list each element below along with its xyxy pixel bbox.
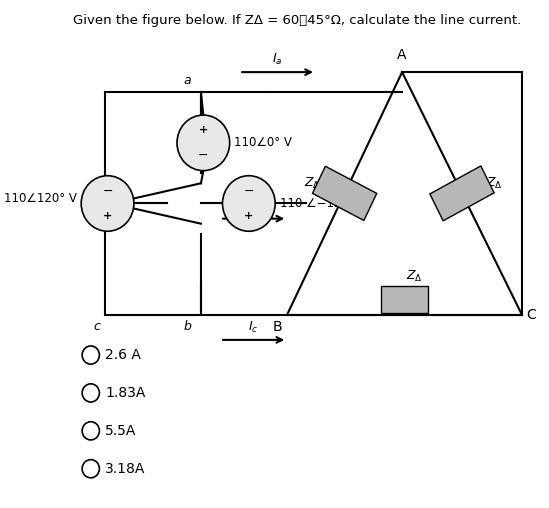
Text: 110 ∠−120° V: 110 ∠−120° V: [280, 197, 367, 210]
Text: $Z_\Delta$: $Z_\Delta$: [304, 176, 321, 191]
Text: 110∠0° V: 110∠0° V: [234, 136, 292, 149]
Text: b: b: [183, 320, 192, 333]
Text: 3.18A: 3.18A: [105, 462, 145, 475]
Text: $I_c$: $I_c$: [249, 320, 259, 335]
Text: c: c: [93, 320, 100, 333]
Text: B: B: [273, 320, 282, 334]
Bar: [380, 285, 428, 313]
Text: a: a: [184, 74, 192, 87]
Text: A: A: [397, 48, 407, 62]
Text: Given the figure below. If ZΔ = 60⑐45°Ω, calculate the line current.: Given the figure below. If ZΔ = 60⑐45°Ω,…: [72, 14, 521, 27]
Text: 5.5A: 5.5A: [105, 424, 137, 438]
Text: −: −: [198, 149, 209, 162]
Text: $I_b$: $I_b$: [248, 199, 259, 213]
Text: +: +: [199, 125, 208, 135]
Text: +: +: [103, 211, 112, 221]
Text: $Z_\Delta$: $Z_\Delta$: [486, 176, 503, 191]
Text: 1.83A: 1.83A: [105, 386, 145, 400]
Bar: [430, 166, 494, 221]
Text: +: +: [244, 211, 254, 221]
Text: −: −: [102, 184, 113, 198]
Text: $I_a$: $I_a$: [272, 52, 283, 67]
Circle shape: [81, 176, 134, 231]
Text: n: n: [208, 150, 216, 163]
Text: C: C: [526, 308, 536, 322]
Circle shape: [222, 176, 275, 231]
Text: 110∠120° V: 110∠120° V: [3, 192, 76, 205]
Bar: [312, 166, 377, 220]
Text: −: −: [244, 184, 254, 198]
Text: 2.6 A: 2.6 A: [105, 348, 141, 362]
Text: $Z_\Delta$: $Z_\Delta$: [406, 269, 423, 284]
Circle shape: [177, 115, 229, 171]
